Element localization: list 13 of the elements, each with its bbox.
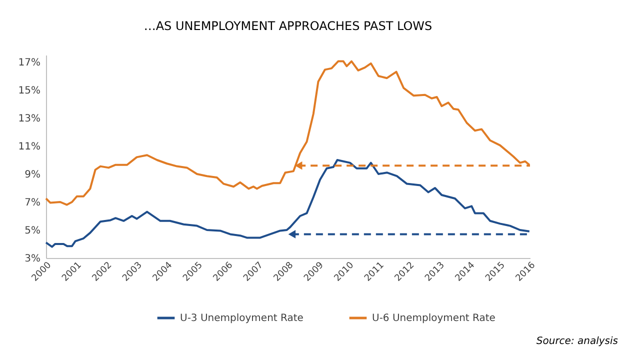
y-tick-label: 7% bbox=[24, 198, 40, 208]
y-tick-label: 9% bbox=[24, 170, 40, 180]
line-series bbox=[45, 159, 530, 248]
legend-label: U-3 Unemployment Rate bbox=[180, 313, 304, 324]
y-tick-label: 17% bbox=[18, 58, 40, 68]
y-tick-label: 15% bbox=[18, 86, 40, 96]
y-tick-label: 3% bbox=[24, 254, 40, 264]
chart-title: …AS UNEMPLOYMENT APPROACHES PAST LOWS bbox=[144, 19, 432, 33]
source-note: Source: analysis bbox=[536, 336, 618, 347]
y-tick-label: 11% bbox=[18, 142, 40, 152]
y-tick-label: 5% bbox=[24, 226, 40, 236]
legend-label: U-6 Unemployment Rate bbox=[372, 313, 496, 324]
y-tick-label: 13% bbox=[18, 114, 40, 124]
